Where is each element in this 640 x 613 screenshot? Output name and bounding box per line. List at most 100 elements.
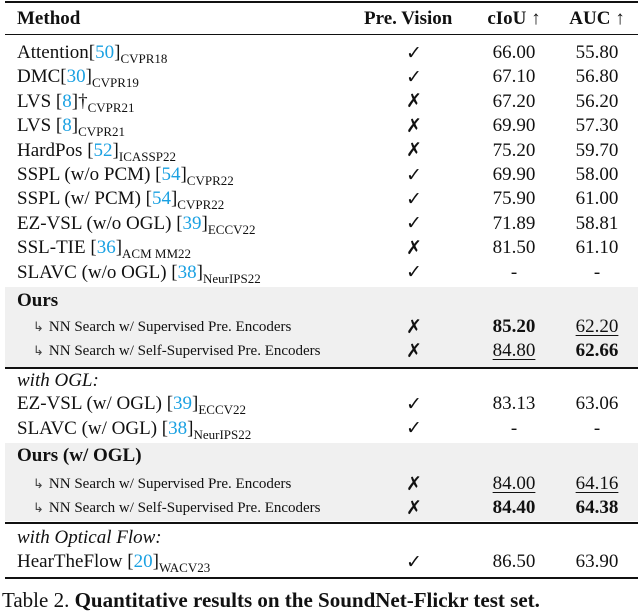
citation-link[interactable]: 36 bbox=[96, 237, 116, 259]
venue-label: ECCV22 bbox=[198, 402, 247, 417]
method-cell: LVS [8]CVPR21 bbox=[17, 115, 126, 140]
check-icon: ✓ bbox=[406, 213, 422, 235]
table-row: SSPL (w/ PCM) [54]CVPR22 ✓ 75.90 61.00 bbox=[0, 187, 640, 213]
method-cell: HardPos [52]ICASSP22 bbox=[17, 139, 176, 164]
method-cell: Attention[50]CVPR18 bbox=[17, 42, 168, 66]
citation-link[interactable]: 54 bbox=[151, 188, 171, 210]
citation-link[interactable]: 38 bbox=[177, 261, 197, 283]
citation-link[interactable]: 8 bbox=[62, 115, 72, 137]
citation-link[interactable]: 20 bbox=[133, 551, 153, 572]
cross-icon: ✗ bbox=[406, 91, 422, 113]
bottom-rule bbox=[5, 577, 638, 579]
ours-band bbox=[5, 287, 638, 367]
venue-label: CVPR22 bbox=[177, 197, 225, 213]
table-row: HearTheFlow [20]WACV23 ✓ 86.50 63.90 bbox=[0, 550, 640, 575]
ciou-value: 86.50 bbox=[492, 551, 536, 572]
section-rule bbox=[5, 522, 638, 524]
auc-value: 62.20 bbox=[575, 316, 619, 337]
ciou-value: 85.20 bbox=[492, 316, 536, 337]
auc-value: 63.06 bbox=[575, 393, 619, 414]
method-name: DMC bbox=[17, 66, 61, 88]
auc-value: 56.80 bbox=[575, 66, 619, 88]
citation-link[interactable]: 39 bbox=[182, 212, 202, 234]
venue-label: ACM MM22 bbox=[122, 246, 192, 262]
method-cell: ↳ NN Search w/ Supervised Pre. Encoders bbox=[33, 319, 291, 336]
citation-link[interactable]: 54 bbox=[161, 164, 181, 185]
method-cell: ↳ NN Search w/ Self-Supervised Pre. Encod… bbox=[33, 500, 321, 517]
auc-value: 58.00 bbox=[575, 164, 619, 185]
venue-label: ECCV22 bbox=[207, 221, 256, 237]
arrow-icon: ↳ bbox=[33, 499, 44, 515]
ciou-value: 75.90 bbox=[492, 188, 536, 210]
method-name: EZ-VSL (w/ OGL) bbox=[17, 393, 167, 414]
method-cell: SSPL (w/ PCM) [54]CVPR22 bbox=[17, 188, 225, 213]
citation-link[interactable]: 38 bbox=[168, 417, 188, 439]
method-cell: SLAVC (w/o OGL) [38]NeurIPS22 bbox=[17, 261, 261, 286]
table-row: SSPL (w/o PCM) [54]CVPR22 ✓ 69.90 58.00 bbox=[0, 163, 640, 188]
ciou-value: 81.50 bbox=[492, 237, 536, 259]
method-cell: LVS [8]†CVPR21 bbox=[17, 90, 135, 115]
caption-text: Quantitative results on the SoundNet-Fli… bbox=[74, 588, 540, 612]
cross-icon: ✗ bbox=[406, 316, 422, 338]
header-rule bbox=[5, 34, 638, 35]
ogl-group-label: with OGL: bbox=[17, 369, 99, 391]
citation-link[interactable]: 50 bbox=[95, 42, 115, 63]
ciou-value: 84.40 bbox=[492, 497, 536, 518]
table-row: Attention[50]CVPR18 ✓ 66.00 55.80 bbox=[0, 41, 640, 66]
table-row: SSL-TIE [36]ACM MM22 ✗ 81.50 61.10 bbox=[0, 236, 640, 262]
method-name: NN Search w/ Self-Supervised Pre. Encode… bbox=[48, 342, 321, 359]
method-cell: SSPL (w/o PCM) [54]CVPR22 bbox=[17, 164, 234, 188]
header-row: Method Pre. Vision cIoU ↑ AUC ↑ bbox=[0, 4, 640, 34]
auc-value: 61.10 bbox=[575, 237, 619, 259]
method-name: SLAVC (w/o OGL) bbox=[17, 261, 172, 283]
ours-ogl-group-label: Ours (w/ OGL) bbox=[17, 445, 142, 466]
venue-label: CVPR21 bbox=[87, 99, 135, 115]
method-cell: HearTheFlow [20]WACV23 bbox=[17, 551, 211, 575]
ciou-value: 67.10 bbox=[492, 66, 536, 88]
method-name: LVS bbox=[17, 90, 56, 112]
flow-group-label: with Optical Flow: bbox=[17, 527, 162, 548]
method-name: NN Search w/ Supervised Pre. Encoders bbox=[48, 318, 292, 335]
auc-value: 64.16 bbox=[575, 473, 619, 494]
ciou-value: - bbox=[510, 417, 518, 439]
ours-ogl-band bbox=[5, 443, 638, 521]
method-cell: DMC[30]CVPR19 bbox=[17, 66, 139, 91]
arrow-icon: ↳ bbox=[33, 342, 44, 358]
cross-icon: ✗ bbox=[406, 115, 422, 137]
header-vision: Pre. Vision bbox=[364, 8, 453, 29]
venue-label: CVPR21 bbox=[78, 124, 126, 140]
sub-method-row: ↳ NN Search w/ Supervised Pre. Encoders ✗ 8… bbox=[0, 472, 640, 496]
auc-value: 57.30 bbox=[575, 115, 619, 137]
ciou-value: - bbox=[510, 261, 518, 283]
method-name: SSPL (w/ PCM) bbox=[17, 188, 146, 210]
ours-group: Ours bbox=[0, 288, 640, 314]
top-rule bbox=[5, 1, 638, 3]
header-method: Method bbox=[17, 8, 81, 29]
sub-method-row: ↳ NN Search w/ Self-Supervised Pre. Encod… bbox=[0, 496, 640, 520]
citation-link[interactable]: 8 bbox=[62, 90, 72, 112]
auc-value: 64.38 bbox=[575, 497, 619, 518]
ciou-value: 75.20 bbox=[492, 139, 536, 161]
cross-icon: ✗ bbox=[406, 237, 422, 259]
ciou-value: 83.13 bbox=[492, 393, 536, 414]
method-name: HearTheFlow bbox=[17, 551, 128, 572]
ciou-value: 69.90 bbox=[492, 164, 536, 185]
citation-link[interactable]: 39 bbox=[173, 393, 193, 414]
method-name: LVS bbox=[17, 115, 56, 137]
method-name: Attention bbox=[17, 42, 89, 63]
method-name: NN Search w/ Self-Supervised Pre. Encode… bbox=[48, 499, 321, 516]
method-cell: SSL-TIE [36]ACM MM22 bbox=[17, 237, 192, 262]
cross-icon: ✗ bbox=[406, 140, 422, 162]
auc-value: 59.70 bbox=[575, 139, 619, 161]
table-row: HardPos [52]ICASSP22 ✗ 75.20 59.70 bbox=[0, 139, 640, 164]
citation-link[interactable]: 30 bbox=[66, 66, 86, 88]
arrow-icon: ↳ bbox=[33, 318, 44, 334]
citation-link[interactable]: 52 bbox=[93, 139, 113, 161]
sub-method-row: ↳ NN Search w/ Self-Supervised Pre. Encod… bbox=[0, 339, 640, 363]
method-cell: SLAVC (w/ OGL) [38]NeurIPS22 bbox=[17, 417, 252, 442]
auc-value: 61.00 bbox=[575, 188, 619, 210]
check-icon: ✓ bbox=[406, 262, 422, 284]
auc-value: 62.66 bbox=[575, 340, 619, 361]
method-cell: EZ-VSL (w/o OGL) [39]ECCV22 bbox=[17, 212, 256, 237]
